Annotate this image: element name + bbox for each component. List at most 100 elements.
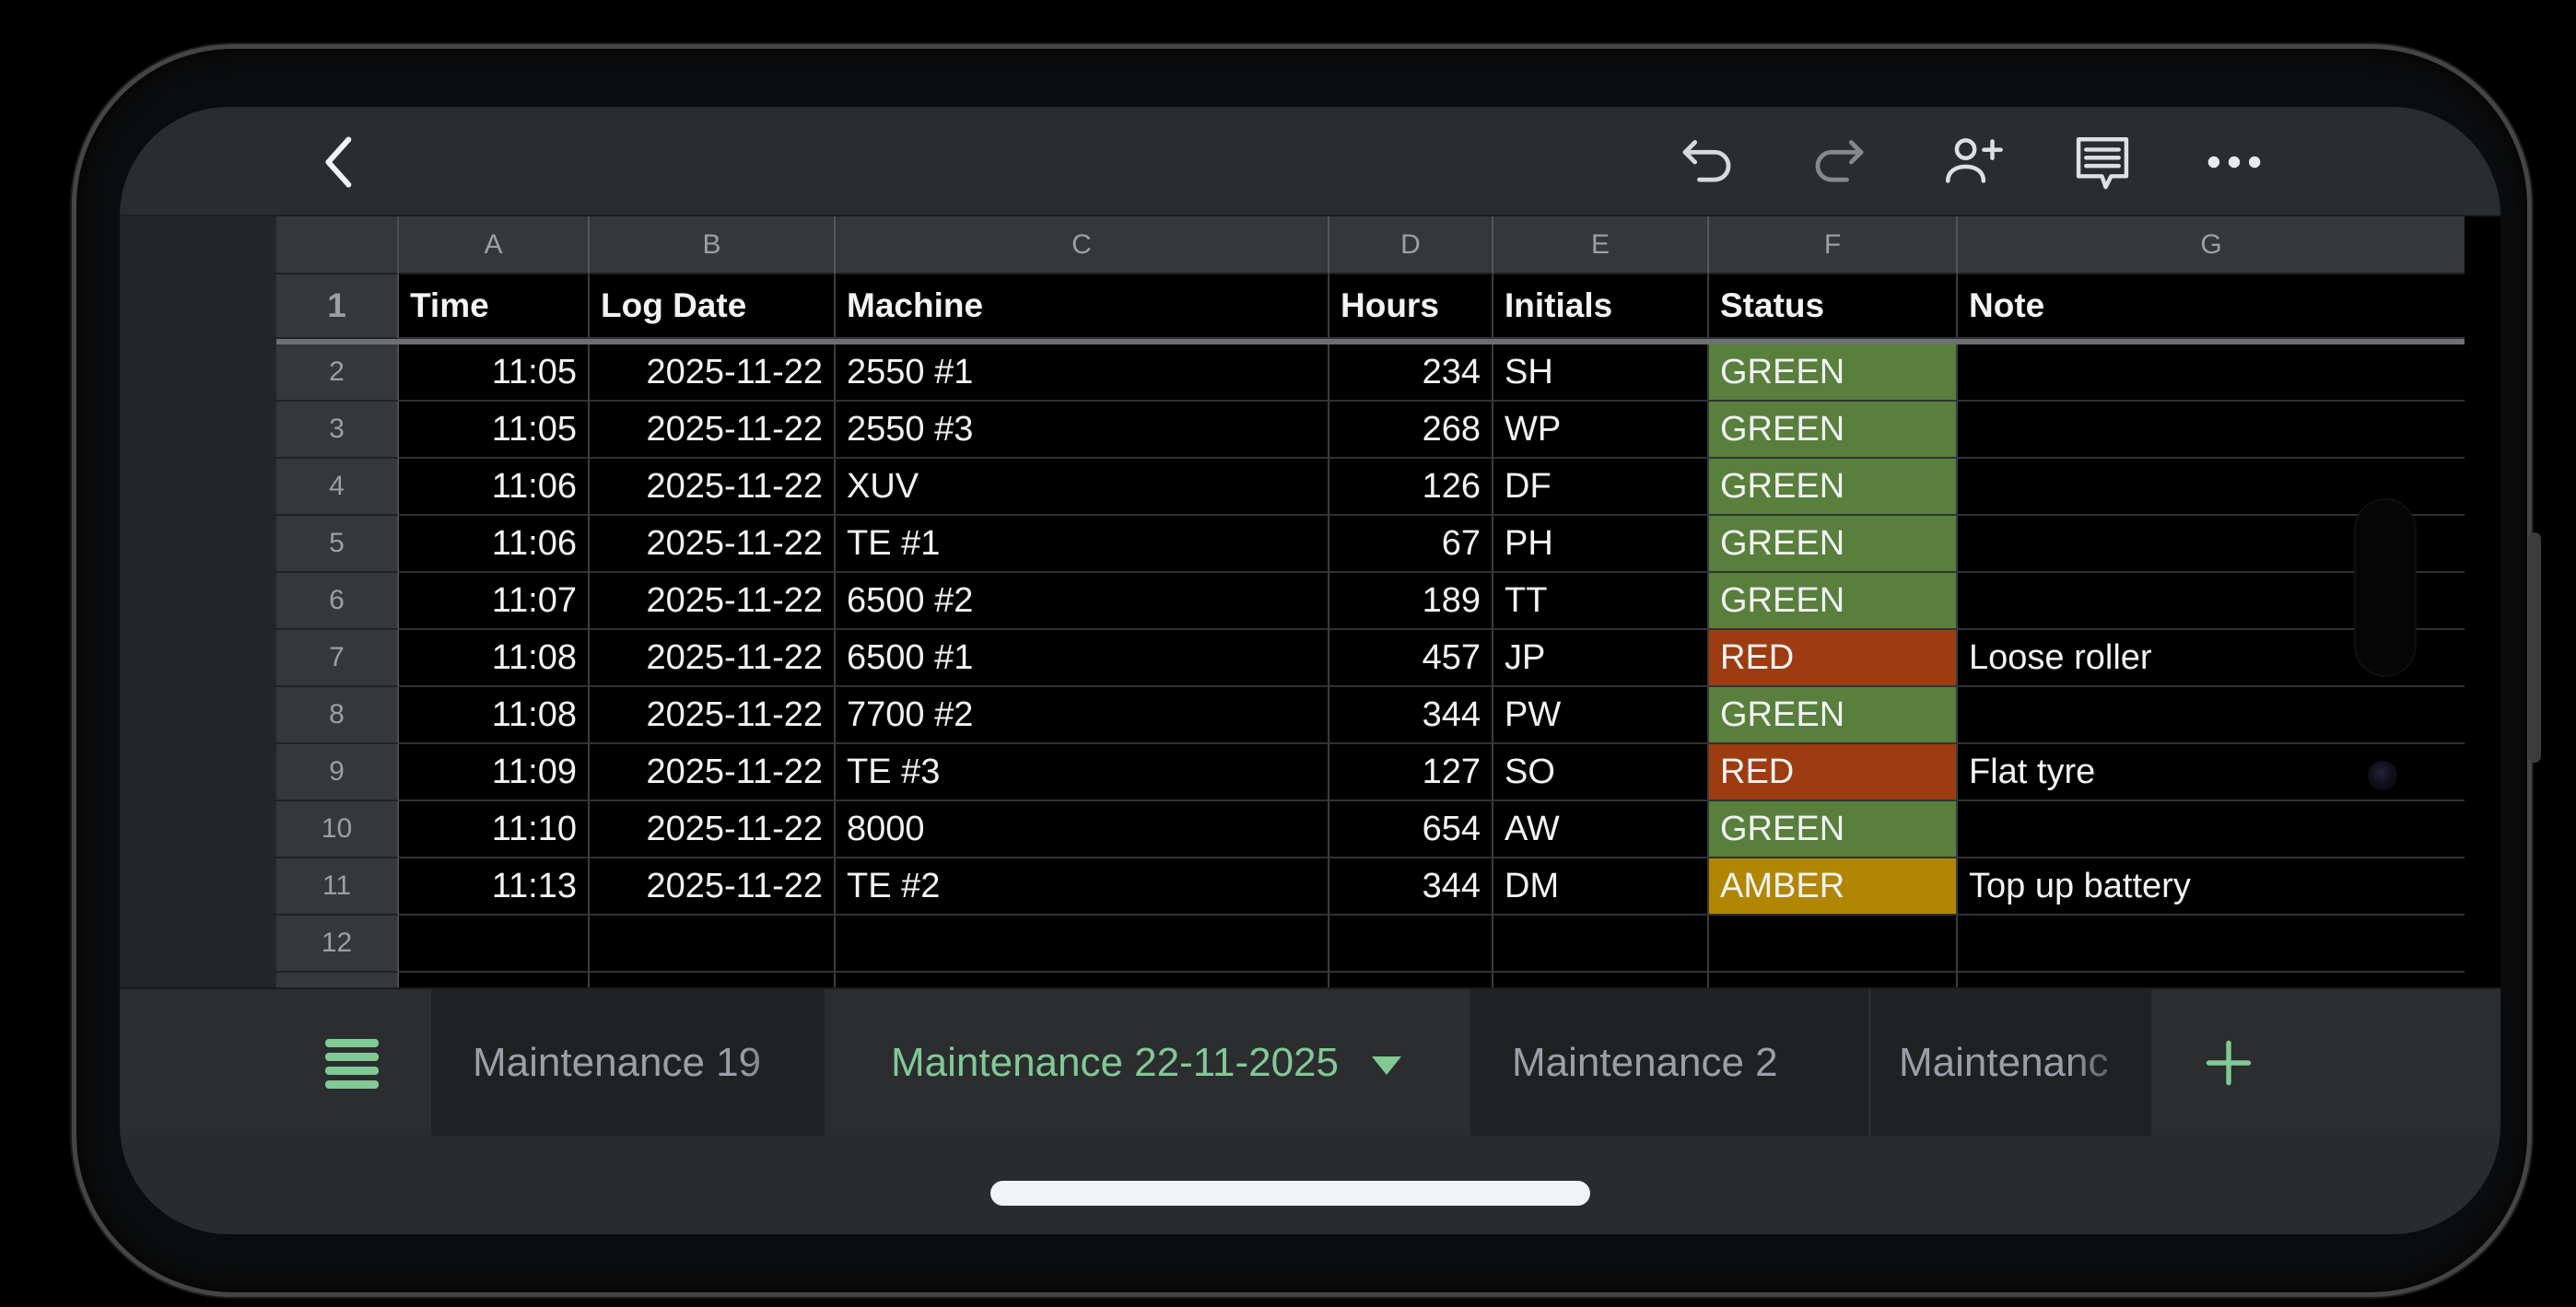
redo-button[interactable]: [1803, 127, 1873, 197]
cell-machine[interactable]: [836, 916, 1329, 973]
cell-status[interactable]: GREEN: [1709, 344, 1958, 402]
cell-initials[interactable]: AW: [1493, 801, 1709, 858]
cell-date[interactable]: 2025-11-22: [590, 858, 836, 916]
select-all-corner[interactable]: [276, 216, 399, 274]
cell-initials[interactable]: WP: [1493, 402, 1709, 459]
cell-time[interactable]: 11:08: [399, 687, 590, 744]
row-number[interactable]: 4: [276, 459, 399, 516]
cell-machine[interactable]: 6500 #1: [836, 630, 1329, 687]
cell-machine[interactable]: TE #1: [836, 516, 1329, 573]
column-header-c[interactable]: C: [836, 216, 1329, 274]
column-header-d[interactable]: D: [1329, 216, 1493, 274]
cell-date[interactable]: 2025-11-22: [590, 344, 836, 402]
cell-machine[interactable]: 8000: [836, 801, 1329, 858]
share-add-people-button[interactable]: [1937, 127, 2007, 197]
column-header-g[interactable]: G: [1958, 216, 2465, 274]
cell[interactable]: [590, 973, 836, 987]
row-number[interactable]: 11: [276, 858, 399, 916]
row-number[interactable]: 5: [276, 516, 399, 573]
cell-hours[interactable]: 127: [1329, 744, 1493, 801]
cell-date[interactable]: 2025-11-22: [590, 687, 836, 744]
cell-note[interactable]: Top up battery: [1958, 858, 2465, 916]
sheet-tab-active-maintenance-22-11-2025[interactable]: Maintenance 22-11-2025: [825, 989, 1468, 1136]
cell-header-machine[interactable]: Machine: [836, 274, 1329, 339]
cell-status[interactable]: GREEN: [1709, 459, 1958, 516]
cell-header-note[interactable]: Note: [1958, 274, 2465, 339]
sheet-tab-maintenance-2[interactable]: Maintenance 2: [1470, 989, 1868, 1136]
cell-machine[interactable]: TE #2: [836, 858, 1329, 916]
cell-hours[interactable]: [1329, 916, 1493, 973]
row-number[interactable]: 7: [276, 630, 399, 687]
cell[interactable]: [399, 973, 590, 987]
column-header-e[interactable]: E: [1493, 216, 1709, 274]
cell-hours[interactable]: 457: [1329, 630, 1493, 687]
cell-time[interactable]: 11:09: [399, 744, 590, 801]
column-header-b[interactable]: B: [590, 216, 836, 274]
cell-header-status[interactable]: Status: [1709, 274, 1958, 339]
cell-status[interactable]: RED: [1709, 744, 1958, 801]
row-number[interactable]: 9: [276, 744, 399, 801]
cell-machine[interactable]: 2550 #3: [836, 402, 1329, 459]
row-number[interactable]: 8: [276, 687, 399, 744]
cell-date[interactable]: 2025-11-22: [590, 516, 836, 573]
cell-machine[interactable]: 2550 #1: [836, 344, 1329, 402]
row-number[interactable]: [276, 973, 399, 987]
row-number[interactable]: 1: [276, 274, 399, 339]
cell-hours[interactable]: 67: [1329, 516, 1493, 573]
cell-hours[interactable]: 654: [1329, 801, 1493, 858]
cell-date[interactable]: 2025-11-22: [590, 573, 836, 630]
cell-date[interactable]: 2025-11-22: [590, 801, 836, 858]
row-number[interactable]: 3: [276, 402, 399, 459]
cell-initials[interactable]: PW: [1493, 687, 1709, 744]
cell-status[interactable]: [1709, 916, 1958, 973]
cell-date[interactable]: [590, 916, 836, 973]
cell-header-hours[interactable]: Hours: [1329, 274, 1493, 339]
cell-time[interactable]: 11:06: [399, 516, 590, 573]
cell-time[interactable]: 11:08: [399, 630, 590, 687]
cell-header-time[interactable]: Time: [399, 274, 590, 339]
cell-date[interactable]: 2025-11-22: [590, 630, 836, 687]
column-header-a[interactable]: A: [399, 216, 590, 274]
home-indicator-bar[interactable]: [990, 1181, 1590, 1206]
row-number[interactable]: 10: [276, 801, 399, 858]
cell-header-initials[interactable]: Initials: [1493, 274, 1709, 339]
cell-hours[interactable]: 234: [1329, 344, 1493, 402]
cell-time[interactable]: 11:13: [399, 858, 590, 916]
cell-initials[interactable]: TT: [1493, 573, 1709, 630]
cell-hours[interactable]: 189: [1329, 573, 1493, 630]
cell-machine[interactable]: 6500 #2: [836, 573, 1329, 630]
cell-time[interactable]: 11:05: [399, 344, 590, 402]
cell[interactable]: [1709, 973, 1958, 987]
cell-status[interactable]: GREEN: [1709, 573, 1958, 630]
sheet-tab-maintenanc[interactable]: Maintenanc: [1871, 989, 2151, 1136]
cell-date[interactable]: 2025-11-22: [590, 402, 836, 459]
cell-date[interactable]: 2025-11-22: [590, 459, 836, 516]
cell-hours[interactable]: 126: [1329, 459, 1493, 516]
cell-time[interactable]: 11:05: [399, 402, 590, 459]
row-number[interactable]: 2: [276, 344, 399, 402]
cell-time[interactable]: [399, 916, 590, 973]
cell-header-logdate[interactable]: Log Date: [590, 274, 836, 339]
undo-button[interactable]: [1673, 127, 1743, 197]
comments-button[interactable]: [2067, 127, 2137, 197]
cell[interactable]: [1493, 973, 1709, 987]
cell-machine[interactable]: XUV: [836, 459, 1329, 516]
cell-status[interactable]: GREEN: [1709, 687, 1958, 744]
cell-machine[interactable]: TE #3: [836, 744, 1329, 801]
cell-note[interactable]: [1958, 916, 2465, 973]
back-button[interactable]: [304, 127, 374, 197]
cell-note[interactable]: [1958, 344, 2465, 402]
cell-initials[interactable]: PH: [1493, 516, 1709, 573]
column-header-f[interactable]: F: [1709, 216, 1958, 274]
cell-initials[interactable]: SH: [1493, 344, 1709, 402]
cell-status[interactable]: GREEN: [1709, 801, 1958, 858]
cell-hours[interactable]: 344: [1329, 858, 1493, 916]
cell-note[interactable]: [1958, 801, 2465, 858]
cell-initials[interactable]: JP: [1493, 630, 1709, 687]
cell-machine[interactable]: 7700 #2: [836, 687, 1329, 744]
cell[interactable]: [1329, 973, 1493, 987]
add-sheet-button[interactable]: [2203, 1037, 2254, 1089]
cell-time[interactable]: 11:07: [399, 573, 590, 630]
cell-hours[interactable]: 268: [1329, 402, 1493, 459]
cell-note[interactable]: [1958, 687, 2465, 744]
